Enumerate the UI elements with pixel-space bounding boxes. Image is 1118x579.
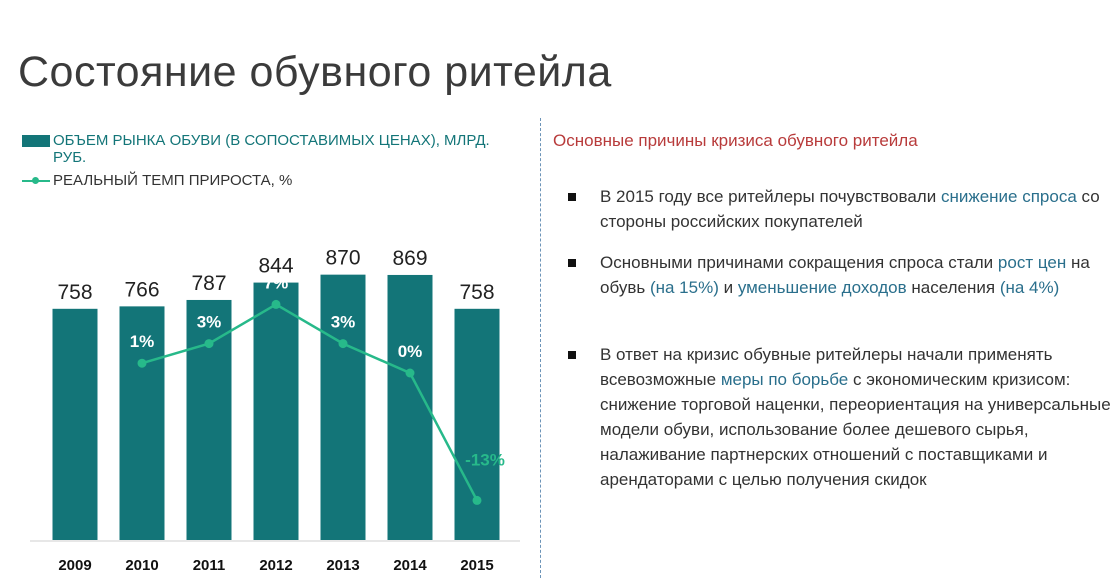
x-tick-label: 2015 bbox=[460, 557, 493, 574]
reason-text-2: Основными причинами сокращения спроса ст… bbox=[600, 250, 1115, 300]
growth-point-2010 bbox=[137, 358, 147, 368]
highlighted-phrase: рост цен bbox=[997, 253, 1067, 272]
growth-line bbox=[141, 302, 479, 501]
market-chart: 758 766 787 844 870 869 758 2009 2010 2011 2012 201… bbox=[30, 247, 520, 574]
legend-bar-swatch bbox=[22, 135, 50, 147]
bar-2009 bbox=[52, 308, 98, 540]
growth-value-label: 7% bbox=[264, 273, 289, 292]
bar-2012 bbox=[253, 282, 299, 540]
page-title: Состояние обувного ритейла bbox=[18, 48, 612, 96]
x-tick-label: 2009 bbox=[58, 557, 91, 574]
bar-2014 bbox=[387, 274, 433, 540]
text-segment: населения bbox=[906, 278, 1000, 297]
highlighted-phrase: (на 15%) bbox=[649, 278, 719, 297]
text-segment: на обувь bbox=[600, 253, 1090, 297]
x-tick-label: 2013 bbox=[326, 557, 359, 574]
text-segment: В ответ на кризис обувные ритейлеры нача… bbox=[600, 345, 1053, 389]
x-tick-label: 2012 bbox=[259, 557, 292, 574]
text-segment: Основными причинами сокращения спроса ст… bbox=[600, 253, 998, 272]
bar-2015 bbox=[454, 308, 500, 540]
bar-value-label: 766 bbox=[124, 278, 159, 301]
highlighted-phrase: уменьшение доходов bbox=[737, 278, 907, 297]
growth-point-2012 bbox=[271, 299, 281, 309]
bullet-mark bbox=[568, 351, 576, 359]
growth-point-2014 bbox=[405, 368, 415, 378]
bullet-mark bbox=[568, 193, 576, 201]
text-segment: В 2015 году все ритейлеры почувствовали bbox=[600, 187, 941, 206]
legend-line-label: РЕАЛЬНЫЙ ТЕМП ПРИРОСТА, % bbox=[53, 172, 293, 189]
reasons-heading: Основные причины кризиса обувного ритейл… bbox=[553, 131, 918, 150]
bar-2010 bbox=[119, 306, 165, 540]
chart-legend: ОБЪЕМ РЫНКА ОБУВИ (В СОПОСТАВИМЫХ ЦЕНАХ)… bbox=[22, 132, 522, 189]
growth-point-2015 bbox=[472, 495, 482, 505]
x-tick-label: 2014 bbox=[393, 557, 427, 574]
reason-bullet-3: В ответ на кризис обувные ритейлеры нача… bbox=[568, 342, 1115, 492]
growth-value-label: 1% bbox=[130, 332, 155, 351]
legend-bars-label: ОБЪЕМ РЫНКА ОБУВИ (В СОПОСТАВИМЫХ ЦЕНАХ)… bbox=[53, 132, 490, 166]
x-tick-label: 2011 bbox=[193, 557, 226, 574]
bar-value-label: 869 bbox=[392, 247, 427, 270]
growth-point-2013 bbox=[338, 339, 348, 349]
legend-item-line: РЕАЛЬНЫЙ ТЕМП ПРИРОСТА, % bbox=[22, 172, 292, 189]
bar-value-label: 870 bbox=[325, 247, 360, 270]
bar-value-label: 758 bbox=[57, 281, 92, 304]
legend-line-swatch bbox=[22, 175, 50, 187]
bar-value-label: 758 bbox=[459, 281, 494, 304]
legend-item-bars: ОБЪЕМ РЫНКА ОБУВИ (В СОПОСТАВИМЫХ ЦЕНАХ)… bbox=[22, 132, 522, 166]
reason-text-3: В ответ на кризис обувные ритейлеры нача… bbox=[600, 342, 1115, 492]
bullet-mark bbox=[568, 259, 576, 267]
growth-value-label: 0% bbox=[398, 342, 423, 361]
bar-2011 bbox=[186, 299, 232, 540]
reason-bullet-2: Основными причинами сокращения спроса ст… bbox=[568, 250, 1115, 300]
highlighted-phrase: снижение спроса bbox=[940, 187, 1077, 206]
growth-value-label: 3% bbox=[331, 313, 356, 332]
highlighted-phrase: (на 4%) bbox=[999, 278, 1060, 297]
reason-text-1: В 2015 году все ритейлеры почувствовали … bbox=[600, 184, 1115, 234]
growth-point-2011 bbox=[204, 339, 214, 349]
highlighted-phrase: меры по борьбе bbox=[720, 370, 849, 389]
bar-value-label: 787 bbox=[191, 272, 226, 295]
bar-2013 bbox=[320, 274, 366, 540]
text-segment: и bbox=[718, 278, 738, 297]
bar-value-label: 844 bbox=[258, 255, 293, 278]
section-divider bbox=[540, 118, 541, 578]
growth-value-label: -13% bbox=[465, 450, 505, 469]
x-tick-label: 2010 bbox=[125, 557, 158, 574]
reason-bullet-1: В 2015 году все ритейлеры почувствовали … bbox=[568, 184, 1115, 234]
text-segment: с экономическим кризисом: снижение торго… bbox=[600, 370, 1111, 489]
text-segment: со стороны российских покупателей bbox=[600, 187, 1100, 231]
growth-value-label: 3% bbox=[197, 313, 222, 332]
